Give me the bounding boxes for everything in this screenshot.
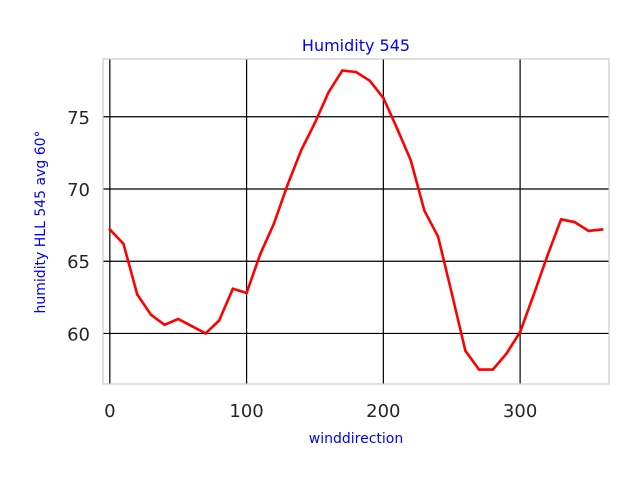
data-point — [341, 69, 344, 72]
chart-title: Humidity 545 — [302, 36, 410, 55]
data-point — [450, 291, 454, 295]
data-point — [395, 127, 399, 130]
series-line-0 — [108, 69, 604, 371]
plot-frame — [102, 58, 610, 385]
y-tick-labels: 60 65 70 75 — [67, 108, 90, 346]
x-tick-label: 100 — [229, 401, 263, 422]
y-tick-label: 70 — [67, 180, 90, 201]
data-point — [313, 121, 317, 124]
y-tick-label: 60 — [67, 324, 90, 345]
y-axis-label: humidity HLL 545 avg 60° — [33, 130, 49, 313]
y-tick-label: 75 — [67, 108, 90, 129]
data-point — [354, 70, 358, 74]
data-point — [436, 235, 440, 238]
data-point — [217, 319, 221, 322]
data-point — [327, 90, 330, 94]
data-point — [546, 254, 549, 257]
x-tick-label: 0 — [104, 401, 115, 422]
data-point — [231, 287, 235, 290]
data-point — [491, 368, 495, 371]
data-point — [600, 228, 604, 231]
data-point — [108, 228, 112, 231]
data-point — [423, 209, 426, 212]
data-point — [135, 293, 139, 296]
x-tick-label: 300 — [503, 401, 537, 422]
data-point — [258, 252, 262, 256]
data-point — [409, 158, 413, 162]
grid — [103, 59, 609, 384]
plot-frame-rect — [102, 58, 610, 385]
y-tick-label: 65 — [67, 252, 90, 273]
data-point — [299, 148, 303, 152]
data-point — [559, 218, 563, 221]
data-point — [190, 324, 194, 328]
data-point — [532, 293, 536, 296]
data-point — [122, 242, 125, 246]
data-point — [149, 313, 153, 316]
data-point — [477, 368, 481, 371]
data-point — [272, 222, 276, 225]
data-point — [176, 317, 180, 321]
data-point — [245, 291, 248, 295]
data-point — [286, 183, 289, 186]
x-tick-label: 200 — [366, 401, 400, 422]
data-point — [464, 349, 467, 353]
data-point — [573, 220, 577, 224]
data-point — [505, 352, 508, 355]
x-tick-labels: 0 100 200 300 — [104, 401, 537, 422]
x-axis-label: winddirection — [309, 431, 403, 447]
series-layer — [108, 69, 604, 371]
data-point — [368, 79, 371, 82]
data-point — [204, 332, 207, 335]
data-point — [587, 229, 590, 233]
data-point — [518, 330, 522, 334]
data-point — [163, 323, 166, 327]
data-point — [382, 96, 385, 100]
